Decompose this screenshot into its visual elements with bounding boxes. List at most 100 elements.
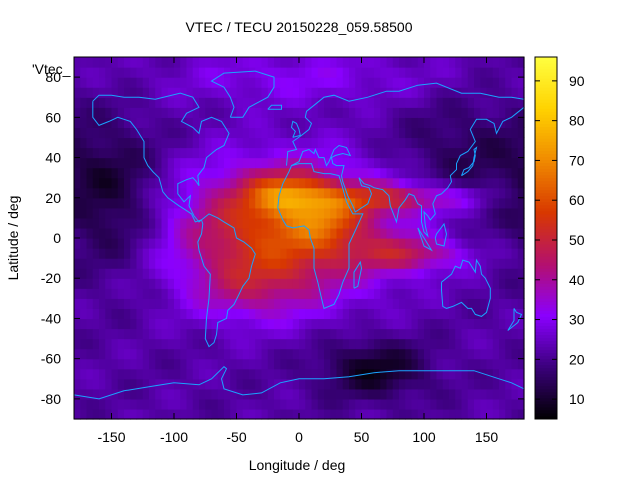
heatmap-cell — [117, 177, 125, 189]
heatmap-cell — [517, 378, 525, 390]
heatmap-cell — [92, 248, 100, 259]
heatmap-cell — [136, 258, 144, 269]
heatmap-cell — [105, 368, 113, 380]
heatmap-cell — [399, 238, 406, 249]
heatmap-cell — [292, 87, 300, 98]
heatmap-cell — [511, 97, 519, 108]
heatmap-cell — [267, 308, 275, 320]
coastline — [286, 82, 525, 166]
heatmap-cell — [392, 207, 400, 219]
heatmap-cell — [99, 77, 106, 88]
heatmap-cell — [317, 408, 325, 420]
heatmap-cell — [355, 318, 363, 330]
heatmap-cell — [80, 338, 88, 350]
heatmap-cell — [324, 177, 331, 189]
heatmap-cell — [261, 107, 269, 118]
heatmap-cell — [499, 378, 506, 390]
heatmap-cell — [142, 308, 150, 320]
heatmap-cell — [430, 157, 438, 169]
heatmap-cell — [336, 107, 344, 118]
heatmap-cell — [180, 328, 188, 340]
heatmap-cell — [517, 147, 525, 159]
heatmap-cell — [180, 77, 188, 88]
heatmap-cell — [167, 77, 175, 88]
heatmap-cell — [511, 298, 519, 309]
heatmap-cell — [411, 147, 419, 159]
heatmap-cell — [386, 348, 394, 360]
heatmap-cell — [336, 388, 344, 400]
heatmap-cell — [474, 278, 481, 289]
heatmap-cell — [449, 137, 456, 149]
heatmap-cell — [267, 258, 275, 269]
heatmap-cell — [292, 288, 300, 299]
heatmap-cell — [149, 308, 156, 320]
heatmap-cell — [430, 167, 438, 179]
heatmap-cell — [311, 207, 319, 219]
heatmap-cell — [174, 238, 181, 249]
heatmap-cell — [249, 338, 256, 350]
heatmap-cell — [436, 348, 444, 360]
heatmap-cell — [386, 258, 394, 269]
heatmap-cell — [305, 217, 313, 229]
heatmap-cell — [486, 117, 494, 128]
heatmap-cell — [167, 67, 175, 78]
heatmap-cell — [305, 358, 313, 370]
colorbar-segment — [535, 304, 557, 308]
heatmap-cell — [374, 217, 381, 229]
heatmap-cell — [186, 107, 194, 118]
heatmap-cell — [405, 87, 413, 98]
heatmap-cell — [274, 117, 281, 128]
heatmap-cell — [286, 278, 294, 289]
heatmap-cell — [499, 137, 506, 149]
heatmap-cell — [324, 268, 331, 279]
heatmap-cell — [242, 77, 250, 88]
heatmap-cell — [230, 398, 238, 410]
heatmap-cell — [167, 217, 175, 229]
heatmap-cell — [330, 398, 338, 410]
y-tick-label: -20 — [41, 270, 61, 286]
heatmap-cell — [92, 408, 100, 420]
heatmap-cell — [474, 207, 481, 219]
heatmap-cell — [492, 268, 500, 279]
heatmap-cell — [455, 107, 463, 118]
heatmap-cell — [80, 318, 88, 330]
heatmap-cell — [86, 57, 94, 68]
heatmap-cell — [517, 67, 525, 78]
heatmap-cell — [242, 227, 250, 239]
heatmap-cell — [461, 248, 469, 259]
heatmap-cell — [349, 348, 356, 360]
heatmap-cell — [99, 388, 106, 400]
heatmap-cell — [461, 137, 469, 149]
heatmap-cell — [480, 107, 488, 118]
heatmap-cell — [274, 137, 281, 149]
heatmap-cell — [236, 217, 244, 229]
heatmap-cell — [361, 207, 369, 219]
heatmap-cell — [286, 338, 294, 350]
heatmap-cell — [74, 217, 81, 229]
heatmap-cell — [161, 308, 169, 320]
colorbar-segment — [535, 90, 557, 94]
heatmap-cell — [486, 147, 494, 159]
heatmap-cell — [349, 368, 356, 380]
heatmap-cell — [461, 408, 469, 420]
x-axis-label: Longitude / deg — [249, 457, 346, 473]
heatmap-cell — [199, 258, 206, 269]
heatmap-cell — [311, 408, 319, 420]
heatmap-cell — [142, 137, 150, 149]
heatmap-cell — [155, 137, 163, 149]
heatmap-cell — [399, 167, 406, 179]
heatmap-cell — [192, 238, 200, 249]
heatmap-cell — [249, 248, 256, 259]
heatmap-cell — [224, 57, 231, 68]
heatmap-cell — [280, 328, 288, 340]
heatmap-cell — [355, 187, 363, 199]
heatmap-cell — [367, 97, 375, 108]
heatmap-cell — [355, 167, 363, 179]
heatmap-cell — [167, 298, 175, 309]
heatmap-cell — [380, 348, 388, 360]
heatmap-cell — [280, 97, 288, 108]
heatmap-cell — [211, 117, 219, 128]
heatmap-cell — [180, 227, 188, 239]
heatmap-cell — [374, 167, 381, 179]
heatmap-cell — [305, 258, 313, 269]
